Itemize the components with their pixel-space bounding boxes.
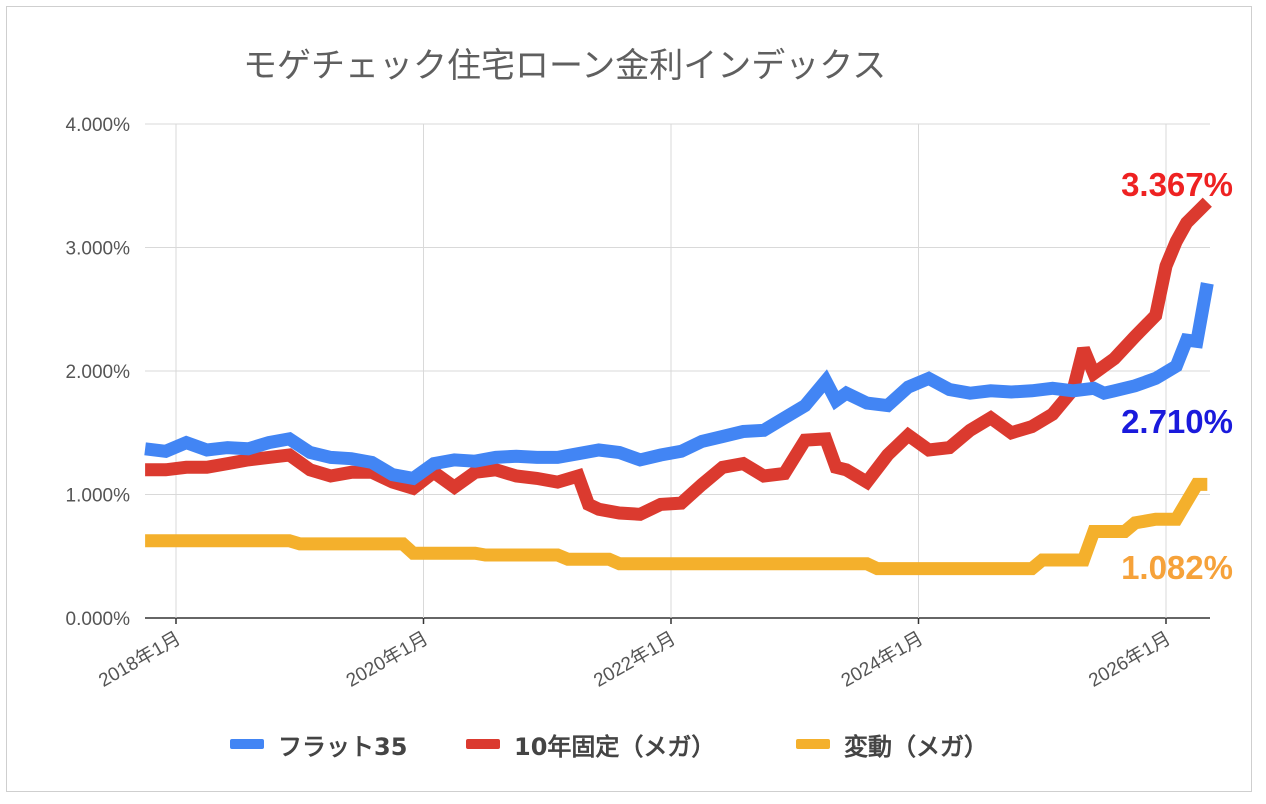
y-tick-label: 3.000% bbox=[66, 239, 131, 260]
legend-label-flat35: フラット35 bbox=[278, 732, 408, 761]
x-tick-label: 2024年1月 bbox=[837, 627, 927, 691]
x-tick-label: 2026年1月 bbox=[1085, 627, 1175, 691]
x-tick-label: 2020年1月 bbox=[342, 627, 432, 691]
chart-title: モゲチェック住宅ローン金利インデックス bbox=[243, 46, 887, 86]
legend-item-variable: 変動（メガ） bbox=[796, 726, 988, 762]
x-tick-label: 2018年1月 bbox=[95, 627, 185, 691]
legend-swatch-variable bbox=[796, 739, 830, 749]
legend-swatch-flat35 bbox=[230, 739, 264, 749]
legend-item-flat35: フラット35 bbox=[230, 726, 407, 762]
legend-swatch-10yr-fixed bbox=[466, 739, 500, 749]
y-tick-label: 2.000% bbox=[66, 362, 131, 383]
variable-line bbox=[145, 477, 1208, 576]
legend-item-10yr-fixed: 10年固定（メガ） bbox=[466, 726, 715, 762]
legend-label-10yr-fixed: 10年固定（メガ） bbox=[514, 732, 716, 761]
y-tick-label: 0.000% bbox=[66, 609, 131, 630]
y-tick-label: 1.000% bbox=[66, 486, 131, 507]
flat35-line bbox=[144, 282, 1214, 486]
x-tick-label: 2022年1月 bbox=[590, 627, 680, 691]
flat35-end-label: 2.710% bbox=[1121, 403, 1233, 440]
fixed-10yr-end-label: 3.367% bbox=[1121, 166, 1233, 203]
legend-label-variable: 変動（メガ） bbox=[844, 732, 988, 761]
variable-end-label: 1.082% bbox=[1121, 549, 1233, 586]
y-tick-label: 4.000% bbox=[66, 115, 131, 136]
fixed-10yr-line bbox=[145, 197, 1212, 521]
legend: フラット35 10年固定（メガ） 変動（メガ） bbox=[0, 726, 1266, 762]
chart-frame bbox=[6, 6, 1252, 792]
